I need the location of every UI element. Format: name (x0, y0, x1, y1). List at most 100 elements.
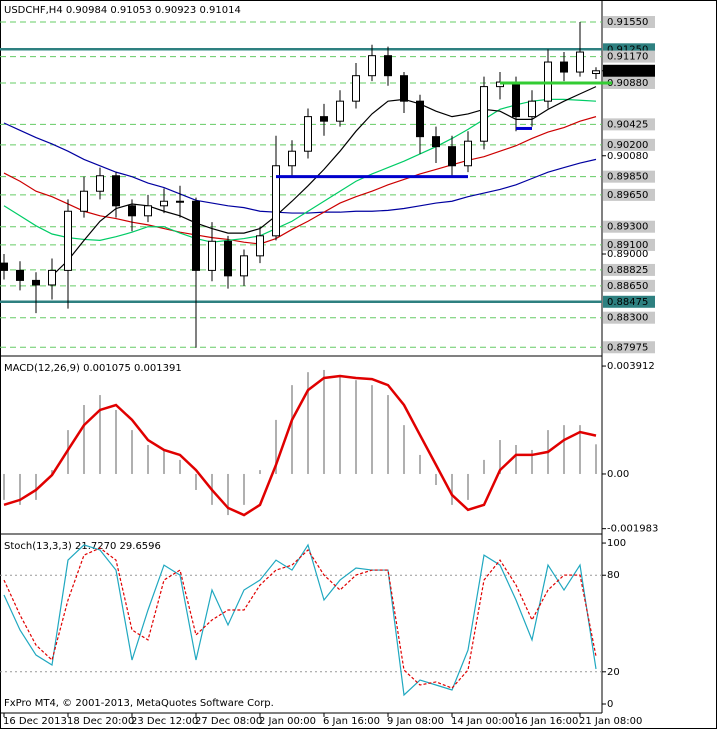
macd-bar (387, 395, 389, 474)
y-tick-label: 0.88300 (607, 313, 648, 324)
candle-body (560, 61, 568, 73)
candle-body (160, 200, 168, 207)
y-tick-label: 80 (607, 570, 620, 581)
series-line (3, 116, 597, 245)
macd-bar (419, 454, 421, 474)
label-box (603, 311, 655, 324)
y-tick-label: 0.91250 (607, 44, 648, 55)
candle-body (96, 175, 104, 192)
candle-body (272, 165, 280, 237)
candle-body (416, 100, 424, 138)
candle-body (48, 269, 56, 286)
series-line (3, 122, 597, 214)
x-tick-label: 2 Jan 00:00 (259, 716, 316, 727)
candle-body (304, 116, 312, 152)
candle-body (448, 146, 456, 167)
macd-bar (3, 473, 5, 500)
y-tick-label: -0.001983 (607, 524, 658, 535)
label-box (603, 238, 655, 251)
macd-bar (19, 473, 21, 505)
label-box (603, 50, 655, 63)
candle-body (256, 235, 264, 257)
y-tick-label: 0.89650 (607, 190, 648, 201)
x-tick-label: 9 Jan 08:00 (387, 716, 444, 727)
candle-body (320, 116, 328, 122)
label-box (603, 16, 655, 29)
y-tick-label: 0.88825 (607, 265, 648, 276)
label-box (603, 279, 655, 292)
y-tick-label: 100 (607, 538, 626, 549)
y-tick-label: 0.89000 (607, 249, 648, 260)
macd-bar (467, 473, 469, 500)
x-tick-label: 16 Jan 16:00 (515, 716, 578, 727)
candle-body (464, 140, 472, 167)
macd-bar (147, 445, 149, 474)
candle-body (112, 175, 120, 207)
macd-bar (451, 473, 453, 505)
macd-bar (275, 419, 277, 474)
macd-bar (83, 405, 85, 474)
candle-body (288, 150, 296, 167)
candle-body (384, 55, 392, 77)
candle-body (0, 262, 8, 271)
x-tick-label: 23 Dec 12:00 (131, 716, 198, 727)
y-tick-label: 0.90080 (607, 151, 648, 162)
macd-bar (35, 473, 37, 500)
footer: FxPro MT4, © 2001-2013, MetaQuotes Softw… (4, 698, 274, 709)
series-line (3, 374, 597, 517)
label-box (603, 76, 655, 89)
x-tick-label: 27 Dec 08:00 (195, 716, 262, 727)
y-tick-label: 0.89100 (607, 240, 648, 251)
candle-body (224, 240, 232, 277)
y-tick-label: 0.87975 (607, 342, 648, 353)
macd-bar (115, 409, 117, 474)
main-title: USDCHF,H4 0.90984 0.91053 0.90923 0.9101… (4, 5, 241, 16)
macd-bar (163, 449, 165, 474)
label-box (603, 188, 655, 201)
y-tick-label: 0.88650 (607, 281, 648, 292)
y-tick-label: 0.90880 (607, 78, 648, 89)
macd-bar (179, 459, 181, 474)
candle-body (144, 205, 152, 217)
macd-bar (227, 473, 229, 516)
candle-body (352, 75, 360, 102)
macd-bar (339, 374, 341, 474)
candle-body (336, 100, 344, 122)
label-box (603, 263, 655, 276)
macd-bar (355, 380, 357, 474)
candle-body (432, 136, 440, 148)
label-box (603, 170, 655, 183)
x-tick-label: 18 Dec 20:00 (67, 716, 134, 727)
label-box (603, 64, 655, 77)
macd-bar (563, 425, 565, 474)
macd-bar (307, 372, 309, 474)
macd-bar (371, 385, 373, 474)
macd-bar (291, 385, 293, 474)
candle-body (176, 200, 184, 203)
label-box (603, 295, 655, 308)
series-line (3, 547, 597, 689)
candle-body (480, 86, 488, 142)
candle-body (368, 55, 376, 77)
y-tick-label: 0.88475 (607, 297, 648, 308)
macd-bar (51, 470, 53, 474)
macd-bar (403, 425, 405, 474)
y-tick-label: 0.89300 (607, 222, 648, 233)
candle-body (32, 279, 40, 286)
macd-bar (99, 395, 101, 474)
candle-body (576, 51, 584, 73)
label-box (603, 220, 655, 233)
macd-bar (483, 459, 485, 474)
macd-bar (131, 430, 133, 474)
macd-bar (243, 473, 245, 505)
macd-bar (595, 444, 597, 474)
candle-body (400, 75, 408, 102)
candle-body (208, 240, 216, 271)
label-box (603, 118, 655, 131)
y-tick-label: 20 (607, 667, 620, 678)
y-tick-label: 0 (607, 699, 613, 710)
x-tick-label: 14 Jan 00:00 (451, 716, 514, 727)
macd-bar (515, 445, 517, 474)
y-tick-label: 0.90200 (607, 140, 648, 151)
